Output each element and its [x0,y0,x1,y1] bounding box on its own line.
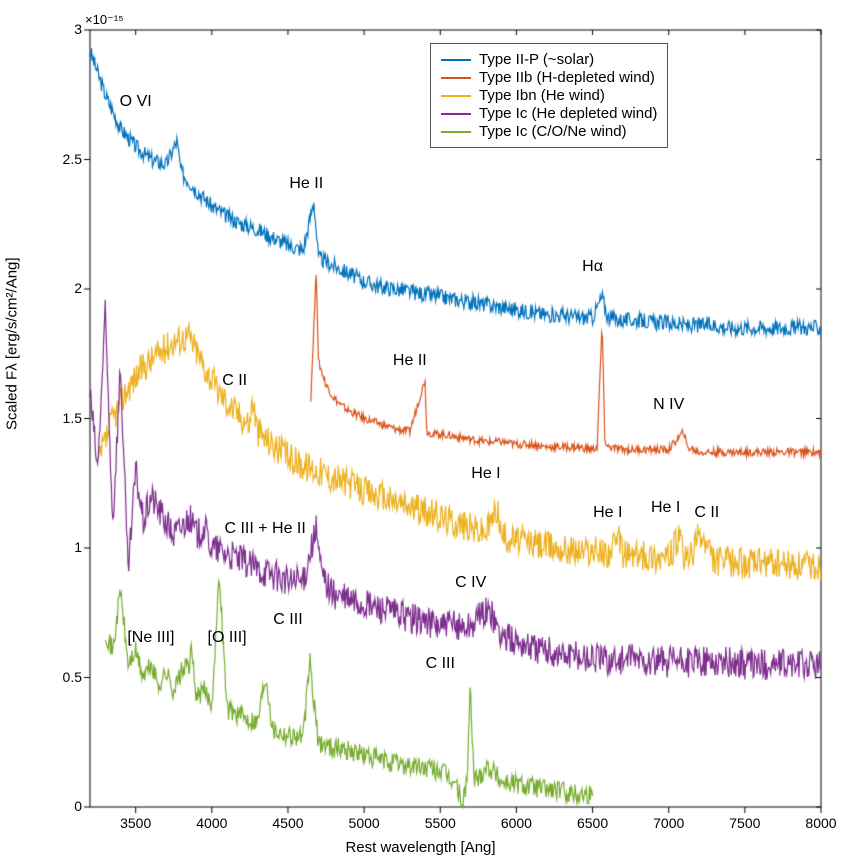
line-annotation: He I [651,499,680,517]
y-tick-label: 2.5 [42,151,82,167]
legend-label: Type Ic (C/O/Ne wind) [479,123,627,140]
chart-container: ×10⁻¹⁵ Scaled Fλ [erg/s/cm²/Ang] Rest wa… [0,0,841,862]
line-annotation: He II [289,175,323,193]
legend-item: Type IIb (H-depleted wind) [441,69,657,86]
line-annotation: [O III] [208,629,247,647]
y-axis-label-text: Scaled Fλ [erg/s/cm²/Ang] [4,257,21,430]
legend-item: Type Ic (He depleted wind) [441,105,657,122]
legend-label: Type II-P (~solar) [479,51,594,68]
x-tick-label: 7000 [649,815,689,831]
line-annotation: He II [393,352,427,370]
x-tick-label: 4500 [268,815,308,831]
line-annotation: N IV [653,396,684,414]
x-tick-label: 6500 [573,815,613,831]
x-tick-label: 3500 [116,815,156,831]
legend-label: Type Ibn (He wind) [479,87,605,104]
legend-label: Type IIb (H-depleted wind) [479,69,655,86]
legend-swatch [441,77,471,79]
y-tick-label: 0 [42,798,82,814]
x-tick-label: 5000 [344,815,384,831]
legend-swatch [441,59,471,61]
legend-item: Type Ic (C/O/Ne wind) [441,123,657,140]
x-tick-label: 7500 [725,815,765,831]
x-tick-label: 4000 [192,815,232,831]
legend-swatch [441,113,471,115]
y-axis-label: Scaled Fλ [erg/s/cm²/Ang] [4,257,21,430]
line-annotation: C IV [455,574,486,592]
x-tick-label: 5500 [420,815,460,831]
y-tick-label: 3 [42,21,82,37]
line-annotation: C III [273,611,302,629]
y-tick-label: 1.5 [42,410,82,426]
y-tick-label: 1 [42,539,82,555]
legend-item: Type II-P (~solar) [441,51,657,68]
legend-label: Type Ic (He depleted wind) [479,105,657,122]
legend-swatch [441,95,471,97]
y-tick-label: 2 [42,280,82,296]
x-tick-label: 8000 [801,815,841,831]
legend: Type II-P (~solar)Type IIb (H-depleted w… [430,43,668,148]
x-tick-label: 6000 [496,815,536,831]
line-annotation: C III [426,655,455,673]
line-annotation: C II [694,504,719,522]
line-annotation: O VI [120,93,152,111]
legend-swatch [441,131,471,133]
line-annotation: C III + He II [224,520,305,538]
y-exponent: ×10⁻¹⁵ [85,12,124,28]
line-annotation: Hα [582,258,603,276]
line-annotation: He I [471,465,500,483]
line-annotation: C II [222,372,247,390]
plot-canvas [0,0,841,862]
x-axis-label: Rest wavelength [Ang] [345,839,495,856]
line-annotation: He I [593,504,622,522]
x-axis-label-text: Rest wavelength [Ang] [345,839,495,856]
line-annotation: [Ne III] [127,629,174,647]
legend-item: Type Ibn (He wind) [441,87,657,104]
y-tick-label: 0.5 [42,669,82,685]
